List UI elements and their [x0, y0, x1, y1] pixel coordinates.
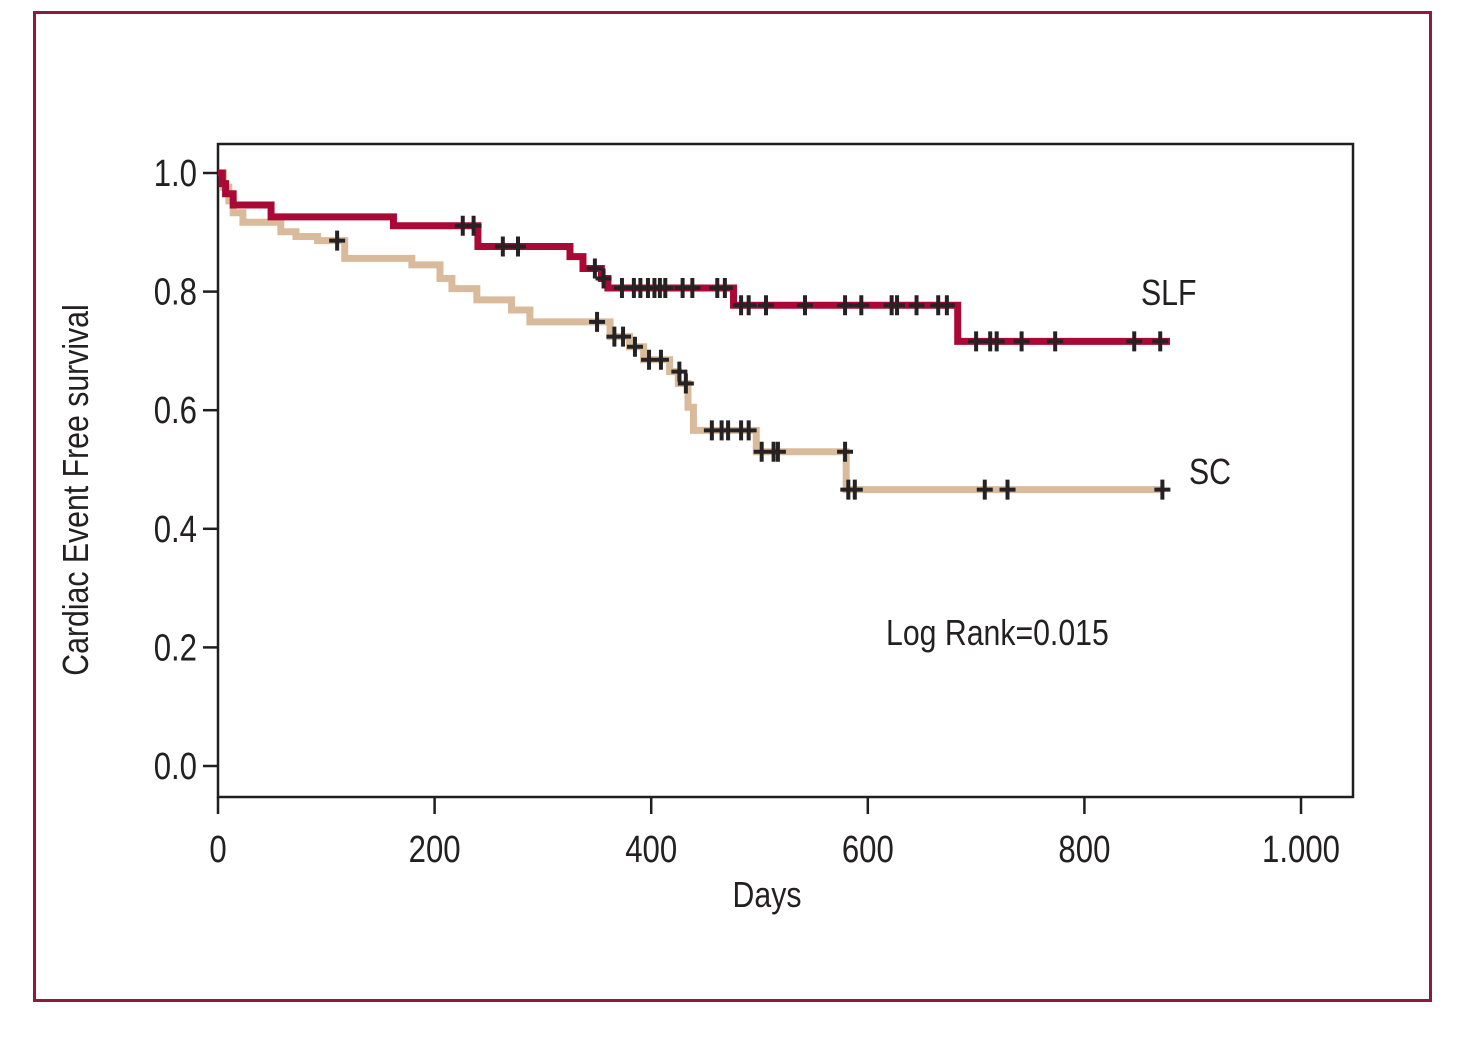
- x-tick-label: 600: [842, 829, 894, 871]
- x-tick-label: 200: [409, 829, 461, 871]
- series-label-slf: SLF: [1141, 272, 1197, 313]
- censor-marks-sc: [329, 230, 1171, 500]
- log-rank-annotation: Log Rank=0.015: [886, 612, 1109, 653]
- plot-frame: [216, 142, 1355, 799]
- x-tick-label: 800: [1058, 829, 1110, 871]
- series-label-sc: SC: [1189, 451, 1232, 492]
- censor-marks-slf: [454, 215, 1169, 352]
- y-tick-label: 0.4: [154, 509, 197, 551]
- x-tick-label: 1.000: [1262, 829, 1340, 871]
- x-tick-label: 0: [209, 829, 226, 871]
- y-tick-label: 1.0: [154, 153, 197, 195]
- y-tick-label: 0.6: [154, 390, 197, 432]
- y-axis-title: Cardiac Event Free survival: [55, 304, 96, 676]
- y-tick-label: 0.2: [154, 628, 197, 670]
- x-tick-label: 400: [625, 829, 677, 871]
- x-axis-title: Days: [732, 874, 802, 915]
- figure-border: [33, 11, 1432, 1002]
- y-tick-label: 0.8: [154, 272, 197, 314]
- curve-sc: [218, 169, 1165, 494]
- y-tick-label: 0.0: [154, 746, 197, 788]
